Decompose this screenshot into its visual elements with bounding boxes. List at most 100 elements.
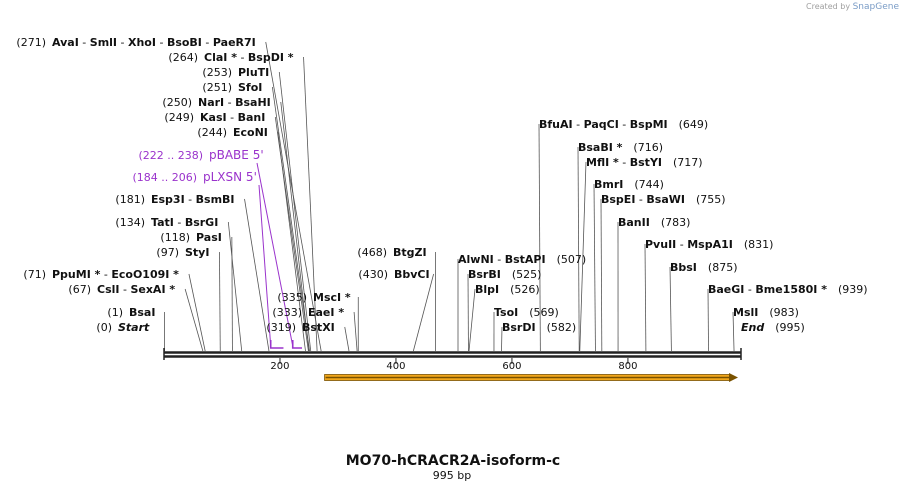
site-bbvci[interactable]: (430) BbvCI [358, 268, 429, 281]
enzyme-name: Esp3I [151, 193, 185, 206]
primer-pbabe-5[interactable]: (222 .. 238) pBABE 5' [138, 148, 303, 349]
site-names: BsrBI [468, 268, 501, 281]
site-tati[interactable]: (134) TatI - BsrGI [115, 216, 218, 229]
site-banii[interactable]: BanII (783) [618, 216, 690, 229]
site-leader-line [271, 86, 310, 352]
site-bsrdi[interactable]: BsrDI (582) [502, 321, 576, 334]
site-tsoi[interactable]: TsoI (569) [494, 306, 559, 319]
site-leader-line [244, 198, 270, 352]
site-eaei[interactable]: (333) EaeI * [272, 306, 344, 319]
site-kasi[interactable]: (249) KasI - BanI [164, 111, 265, 124]
ruler-tick-label: 800 [618, 361, 637, 372]
site-names: BmrI [594, 178, 623, 191]
site-alwni[interactable]: AlwNI - BstAPI (507) [458, 253, 586, 266]
site-pluti[interactable]: (253) PluTI [202, 66, 269, 79]
enzyme-name: BsoBI [167, 36, 202, 49]
site-bbsi[interactable]: BbsI (875) [670, 261, 738, 274]
enzyme-name: NarI [198, 96, 224, 109]
site-pvuii[interactable]: PvuII - MspA1I (831) [645, 238, 773, 251]
site-msli[interactable]: MslI (983) [733, 306, 799, 319]
site-position: (1) [107, 306, 123, 319]
site-names: KasI - BanI [200, 111, 265, 124]
site-bsai[interactable]: (1) BsaI [107, 306, 155, 319]
site-blpi[interactable]: BlpI (526) [475, 283, 540, 296]
site-position: (831) [744, 238, 774, 251]
enzyme-name: BsaWI [646, 193, 685, 206]
site-names: MflI * - BstYI [586, 156, 662, 169]
site-leader-line [468, 288, 476, 352]
site-names: AlwNI - BstAPI [458, 253, 546, 266]
site-bfuai[interactable]: BfuAI - PaqCI - BspMI (649) [539, 118, 708, 131]
site-names: End [741, 321, 764, 334]
site-position: (582) [547, 321, 577, 334]
site-clai[interactable]: (264) ClaI * - BspDI * [168, 51, 293, 64]
site-names: BaeGI - Bme1580I * [708, 283, 827, 296]
ruler-tick-label: 200 [270, 361, 289, 372]
site-baegi[interactable]: BaeGI - Bme1580I * (939) [708, 283, 868, 296]
site-end[interactable]: End (995) [741, 321, 805, 334]
primer-binding-bar [291, 340, 303, 349]
site-position: (244) [197, 126, 227, 139]
enzyme-name: MslI [733, 306, 758, 319]
site-names: BlpI [475, 283, 499, 296]
site-btgzi[interactable]: (468) BtgZI [357, 246, 426, 259]
sequence-backbone [163, 348, 742, 360]
site-names: TatI - BsrGI [151, 216, 218, 229]
site-names: PpuMI * - EcoO109I * [52, 268, 179, 281]
site-names: EcoNI [233, 126, 268, 139]
site-csli[interactable]: (67) CslI - SexAI * [68, 283, 175, 296]
site-bspei[interactable]: BspEI - BsaWI (755) [601, 193, 726, 206]
ruler-tick-label: 400 [386, 361, 405, 372]
site-msci[interactable]: (335) MscI * [277, 291, 351, 304]
site-position: (717) [673, 156, 703, 169]
primer-plxsn-5[interactable]: (184 .. 206) pLXSN 5' [132, 170, 284, 349]
enzyme-name: KasI [200, 111, 227, 124]
site-labels: (271) AvaI - SmlI - XhoI - BsoBI - PaeR7I… [16, 36, 867, 334]
site-position: (335) [277, 291, 307, 304]
site-ppumi[interactable]: (71) PpuMI * - EcoO109I * [23, 268, 179, 281]
enzyme-name: BstXI [302, 321, 335, 334]
enzyme-name: End [741, 321, 764, 334]
site-names: BsrDI [502, 321, 536, 334]
site-bsrbi[interactable]: BsrBI (525) [468, 268, 541, 281]
site-sfoi[interactable]: (251) SfoI [202, 81, 262, 94]
site-econi[interactable]: (244) EcoNI [197, 126, 267, 139]
enzyme-name: TatI [151, 216, 174, 229]
site-position: (0) [96, 321, 112, 334]
site-nari[interactable]: (250) NarI - BsaHI [162, 96, 270, 109]
enzyme-name: BsaHI [235, 96, 271, 109]
site-names: AvaI - SmlI - XhoI - BsoBI - PaeR7I [52, 36, 256, 49]
site-bsabi[interactable]: BsaBI * (716) [578, 141, 663, 154]
primer-name: pBABE 5' [209, 148, 264, 162]
site-leader-line [231, 236, 233, 352]
site-names: BspEI - BsaWI [601, 193, 685, 206]
site-leader-line [277, 131, 306, 352]
ruler-tick-label: 600 [502, 361, 521, 372]
site-bstxi[interactable]: (319) BstXI [266, 321, 334, 334]
enzyme-name: PasI [196, 231, 222, 244]
site-leader-line [278, 71, 312, 352]
site-mfli[interactable]: MflI * - BstYI (717) [586, 156, 703, 169]
enzyme-name: BbsI [670, 261, 697, 274]
feature-arrow[interactable] [324, 373, 738, 382]
enzyme-name: BsrGI [185, 216, 218, 229]
enzyme-name: BsaBI * [578, 141, 623, 154]
site-pasi[interactable]: (118) PasI [160, 231, 221, 244]
site-position: (71) [23, 268, 46, 281]
site-start[interactable]: (0) Start [96, 321, 150, 334]
site-position: (319) [266, 321, 296, 334]
enzyme-name: Bme1580I * [755, 283, 827, 296]
site-bmri[interactable]: BmrI (744) [594, 178, 664, 191]
site-leader-line [227, 221, 243, 352]
site-esp3i[interactable]: (181) Esp3I - BsmBI [115, 193, 234, 206]
site-names: BanII [618, 216, 650, 229]
enzyme-name: BspDI * [248, 51, 294, 64]
site-position: (97) [156, 246, 179, 259]
site-styi[interactable]: (97) StyI [156, 246, 209, 259]
site-names: Start [118, 321, 150, 334]
enzyme-name: PvuII [645, 238, 676, 251]
site-leader-line [412, 273, 434, 352]
snapgene-logo: SnapGene [852, 2, 899, 12]
site-avai[interactable]: (271) AvaI - SmlI - XhoI - BsoBI - PaeR7I [16, 36, 255, 49]
